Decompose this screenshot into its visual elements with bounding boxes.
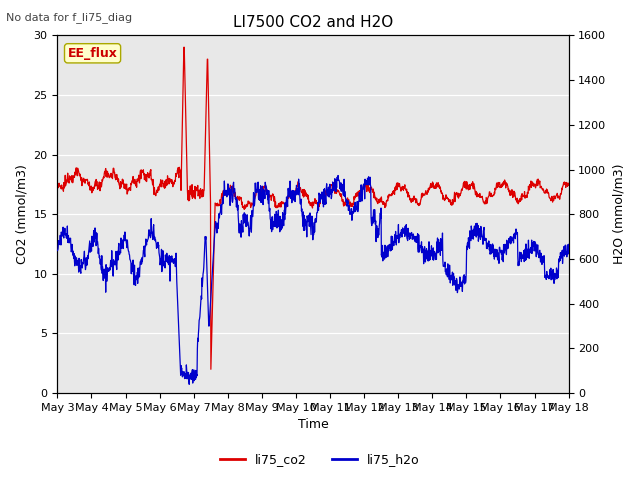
Title: LI7500 CO2 and H2O: LI7500 CO2 and H2O bbox=[233, 15, 393, 30]
Text: EE_flux: EE_flux bbox=[68, 47, 118, 60]
Text: No data for f_li75_diag: No data for f_li75_diag bbox=[6, 12, 132, 23]
Y-axis label: CO2 (mmol/m3): CO2 (mmol/m3) bbox=[15, 164, 28, 264]
Y-axis label: H2O (mmol/m3): H2O (mmol/m3) bbox=[612, 164, 625, 264]
X-axis label: Time: Time bbox=[298, 419, 328, 432]
Legend: li75_co2, li75_h2o: li75_co2, li75_h2o bbox=[215, 448, 425, 471]
